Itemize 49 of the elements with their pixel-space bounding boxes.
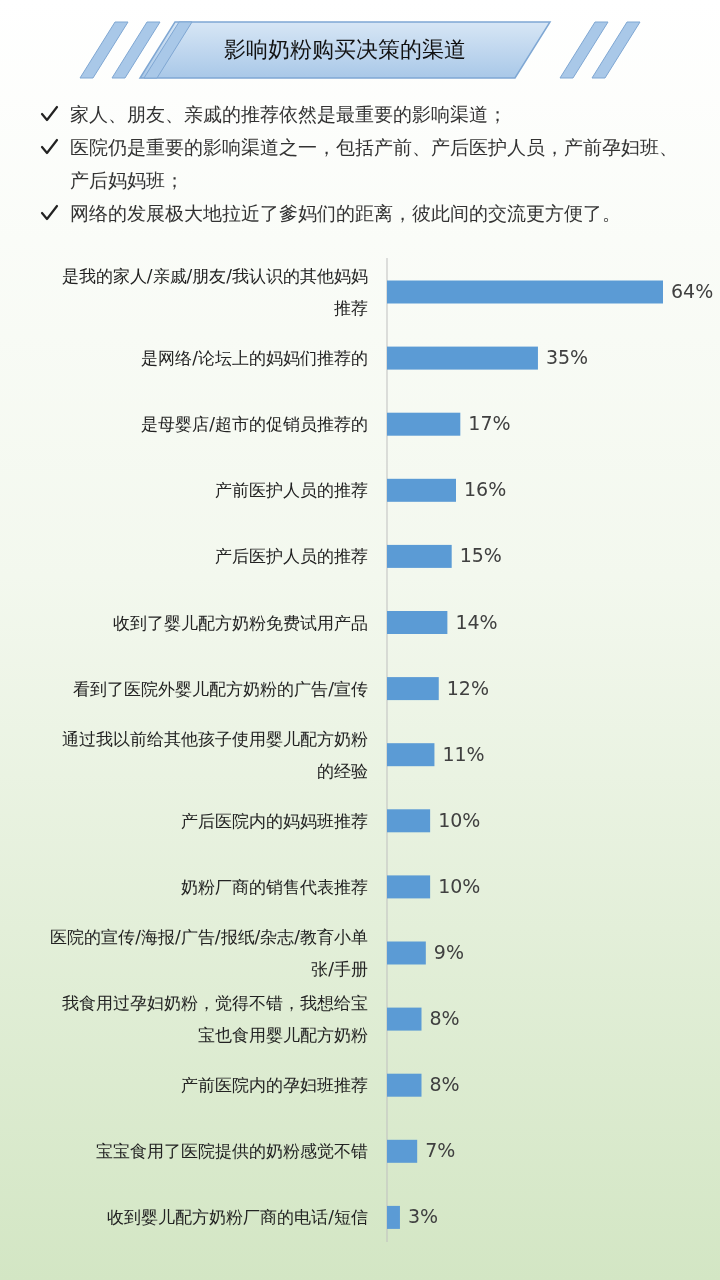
y-tick-label: 是网络/论坛上的妈妈们推荐的 <box>141 347 368 371</box>
bar <box>387 611 448 634</box>
data-label: 11% <box>442 742 485 765</box>
bar <box>387 1205 400 1229</box>
y-tick-label: 是母婴店/超市的促销员推荐的 <box>141 413 368 437</box>
data-label: 10% <box>438 874 481 897</box>
data-label: 35% <box>545 346 589 369</box>
bar <box>387 412 461 436</box>
data-label: 64% <box>671 280 714 302</box>
y-tick-label: 收到了婴儿配方奶粉免费试用产品 <box>113 611 368 635</box>
y-tick-label: 奶粉厂商的销售代表推荐 <box>181 875 368 899</box>
text: 家人、朋友、亲戚的推荐依然是最重要的影响渠道； <box>70 102 508 127</box>
y-tick-label: 产后医护人员的推荐 <box>215 545 368 569</box>
bar <box>387 809 431 833</box>
y-tick-label: 我食用过孕妇奶粉，觉得不错，我想给宝宝也食用婴儿配方奶粉 <box>61 992 368 1048</box>
y-tick-label: 收到婴儿配方奶粉厂商的电话/短信 <box>107 1206 368 1230</box>
data-label: 10% <box>438 808 481 831</box>
y-tick-label: 产前医院内的孕妇班推荐 <box>181 1074 368 1098</box>
bar <box>387 875 431 899</box>
y-tick-label: 产后医院内的妈妈班推荐 <box>181 809 368 833</box>
data-label: 17% <box>468 412 511 435</box>
data-label: 7% <box>425 1139 456 1162</box>
bar <box>387 346 538 370</box>
y-tick-label: 医院的宣传/海报/广告/报纸/杂志/教育小单张/手册 <box>50 926 368 981</box>
bar <box>387 941 426 965</box>
data-label: 16% <box>464 478 507 501</box>
data-label: 8% <box>429 1007 460 1030</box>
bar <box>387 280 663 304</box>
bar <box>387 743 435 767</box>
chart-title: 影响奶粉购买决策的渠道 <box>223 36 467 64</box>
y-tick-label: 通过我以前给其他孩子使用婴儿配方奶粉的经验 <box>61 727 368 783</box>
bar <box>387 478 456 502</box>
y-tick-label: 产前医护人员的推荐 <box>215 479 368 503</box>
data-label: 3% <box>407 1205 439 1228</box>
data-label: 12% <box>446 676 489 699</box>
bar <box>387 1007 422 1031</box>
data-label: 15% <box>459 544 502 567</box>
data-label: 8% <box>429 1073 460 1096</box>
y-tick-label: 宝宝食用了医院提供的奶粉感觉不错 <box>96 1140 368 1164</box>
bar <box>387 544 452 568</box>
y-tick-label: 看到了医院外婴儿配方奶粉的广告/宣传 <box>73 677 368 701</box>
bar <box>387 1073 422 1097</box>
text: 医院仍是重要的影响渠道之一，包括产前、产后医护人员，产前孕妇班、产后妈妈班； <box>70 135 679 193</box>
data-label: 14% <box>455 610 498 633</box>
bar <box>387 677 439 701</box>
y-tick-label: 是我的家人/亲戚/朋友/我认识的其他妈妈推荐 <box>60 265 368 320</box>
data-label: 9% <box>433 941 464 963</box>
text: 网络的发展极大地拉近了爹妈们的距离，彼此间的交流更方便了。 <box>70 201 622 226</box>
bar <box>387 1139 418 1163</box>
